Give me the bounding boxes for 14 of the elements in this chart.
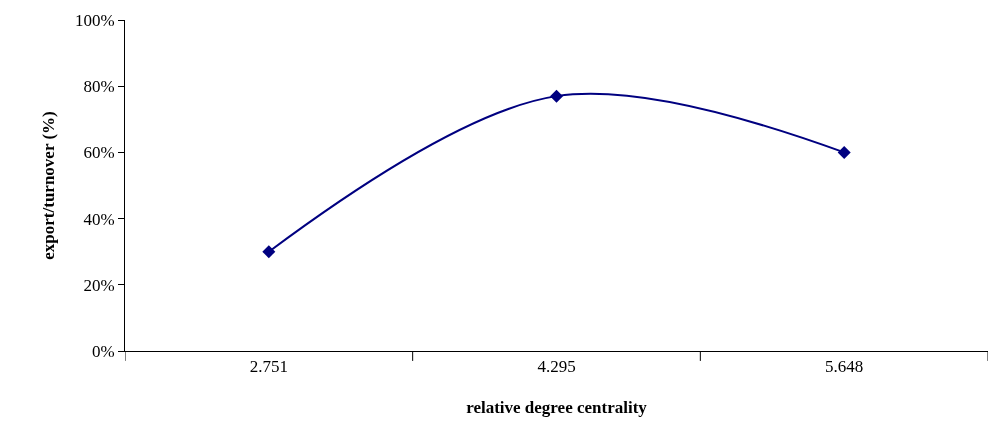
point	[262, 245, 276, 259]
y-tick-label: 20%	[83, 275, 115, 295]
x-tick-label: 2.751	[249, 357, 288, 377]
y-tick-label: 100%	[74, 10, 115, 30]
point	[837, 145, 851, 159]
x-axis-title: relative degree centrality	[466, 397, 648, 417]
y-tick-label: 80%	[83, 77, 115, 97]
point	[550, 89, 563, 103]
y-axis-title: export/turnover (%)	[39, 111, 59, 260]
x-tick-label: 4.295	[537, 357, 576, 377]
x-tick-label: 5.648	[825, 357, 864, 377]
y-tick-label: 60%	[83, 143, 115, 163]
y-tick-label: 0%	[91, 341, 115, 361]
y-tick-label: 40%	[83, 209, 115, 229]
